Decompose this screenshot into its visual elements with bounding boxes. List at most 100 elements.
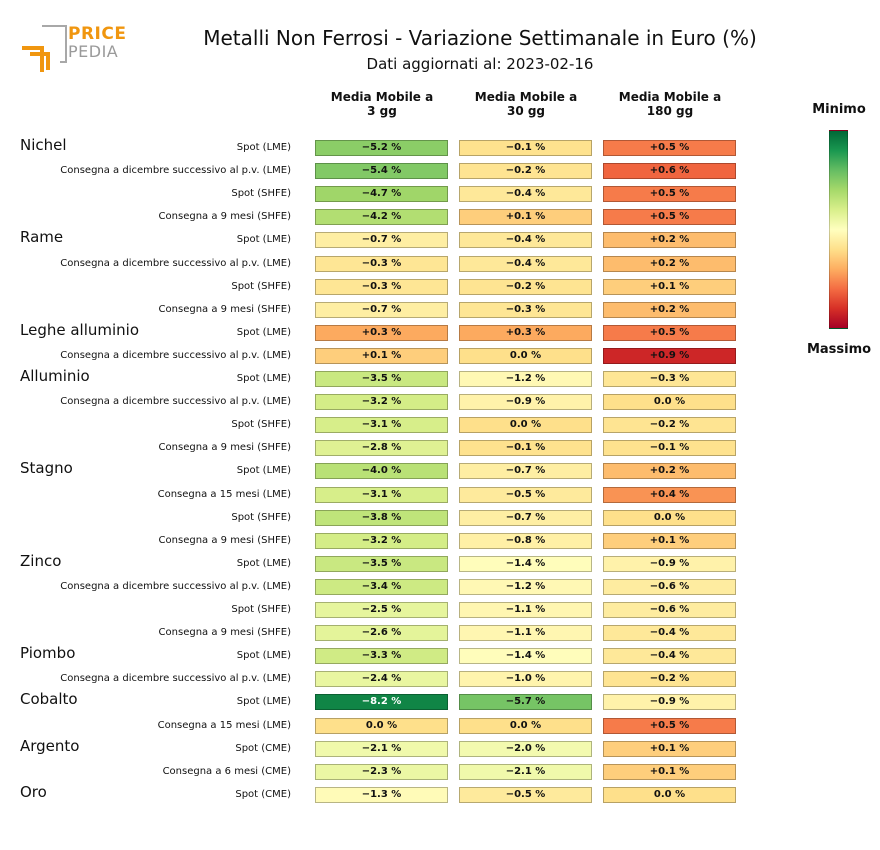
heatmap-cell: −1.1 % xyxy=(459,602,592,618)
heatmap-cell: −2.0 % xyxy=(459,740,592,757)
row-label: Spot (LME) xyxy=(236,696,291,708)
heatmap-cell: −0.1 % xyxy=(459,140,592,156)
heatmap-cell: −2.1 % xyxy=(315,740,448,757)
heatmap-cell: 0.0 % xyxy=(459,717,592,734)
heatmap-cell: −3.2 % xyxy=(315,394,448,411)
row-label: Spot (LME) xyxy=(236,142,291,153)
heatmap-cell: −0.7 % xyxy=(315,301,448,318)
heatmap-cell: −0.7 % xyxy=(459,463,592,480)
heatmap-cell: −0.3 % xyxy=(315,255,448,272)
row-label: Spot (SHFE) xyxy=(231,188,291,200)
heatmap-cell: −4.0 % xyxy=(315,463,448,480)
row-label: Consegna a 15 mesi (LME) xyxy=(157,488,291,500)
row-label: Spot (SHFE) xyxy=(231,604,291,615)
heatmap-cell: −0.6 % xyxy=(603,578,736,595)
heatmap-cell: +0.2 % xyxy=(603,463,736,480)
heatmap-cell: +0.5 % xyxy=(603,209,736,226)
heatmap-cell: +0.1 % xyxy=(603,763,736,780)
heatmap-cell: −5.4 % xyxy=(315,163,448,180)
heatmap-cell: +0.1 % xyxy=(603,740,736,757)
heatmap-cell: −0.2 % xyxy=(603,671,736,688)
pricepedia-logo: PRICE PEDIA xyxy=(20,24,130,74)
row-label: Spot (LME) xyxy=(236,557,291,569)
row-label: Spot (CME) xyxy=(235,788,291,800)
heatmap-cell: −1.1 % xyxy=(459,625,592,642)
heatmap-cell: +0.5 % xyxy=(603,324,736,341)
heatmap-cell: −1.2 % xyxy=(459,371,592,387)
heatmap-cell: 0.0 % xyxy=(603,786,736,803)
color-scale-bar xyxy=(829,130,848,329)
column-header: Media Mobile a 180 gg xyxy=(618,90,722,118)
heatmap-cell: +0.6 % xyxy=(603,163,736,180)
chart-title: Metalli Non Ferrosi - Variazione Settima… xyxy=(203,26,757,50)
heatmap-cell: 0.0 % xyxy=(459,347,592,364)
heatmap-cell: −0.3 % xyxy=(603,371,736,387)
heatmap-cell: −0.5 % xyxy=(459,486,592,503)
row-label: Consegna a 9 mesi (SHFE) xyxy=(158,442,291,454)
heatmap-cell: 0.0 % xyxy=(603,509,736,526)
heatmap-cell: +0.4 % xyxy=(603,486,736,503)
heatmap-cell: −5.7 % xyxy=(459,694,592,711)
legend-min-label: Minimo xyxy=(812,102,866,117)
heatmap-cell: −0.9 % xyxy=(459,394,592,411)
group-label: Piombo xyxy=(20,644,76,663)
row-label: Spot (LME) xyxy=(236,465,291,477)
heatmap-cell: −2.1 % xyxy=(459,763,592,780)
row-label: Consegna a dicembre successivo al p.v. (… xyxy=(60,396,291,408)
heatmap-cell: −8.2 % xyxy=(315,694,448,711)
heatmap-cell: −0.1 % xyxy=(459,440,592,457)
heatmap-cell: −0.5 % xyxy=(459,786,592,803)
group-label: Cobalto xyxy=(20,690,78,709)
row-label: Spot (SHFE) xyxy=(231,419,291,431)
heatmap-cell: +0.9 % xyxy=(603,347,736,364)
heatmap-cell: −2.4 % xyxy=(315,671,448,688)
row-label: Spot (LME) xyxy=(236,373,291,384)
heatmap-cell: −0.4 % xyxy=(459,186,592,203)
group-label: Leghe alluminio xyxy=(20,320,140,339)
group-label: Zinco xyxy=(20,551,62,570)
heatmap-cell: −3.5 % xyxy=(315,555,448,572)
group-label: Rame xyxy=(20,228,64,247)
heatmap-cell: 0.0 % xyxy=(459,417,592,434)
row-label: Spot (SHFE) xyxy=(231,511,291,523)
group-label: Nichel xyxy=(20,136,67,154)
heatmap-cell: −3.8 % xyxy=(315,509,448,526)
heatmap-cell: −2.8 % xyxy=(315,440,448,457)
heatmap-cell: −3.3 % xyxy=(315,648,448,665)
row-label: Spot (LME) xyxy=(236,326,291,338)
heatmap-cell: −2.3 % xyxy=(315,763,448,780)
heatmap-cell: −0.4 % xyxy=(459,232,592,249)
row-label: Consegna a dicembre successivo al p.v. (… xyxy=(60,165,291,177)
group-label: Stagno xyxy=(20,459,73,478)
heatmap-cell: −0.6 % xyxy=(603,602,736,618)
heatmap-cell: −0.9 % xyxy=(603,555,736,572)
heatmap-cell: +0.5 % xyxy=(603,140,736,156)
heatmap-cell: −4.7 % xyxy=(315,186,448,203)
heatmap-cell: −0.3 % xyxy=(459,301,592,318)
group-label: Alluminio xyxy=(20,367,90,385)
group-label: Oro xyxy=(20,782,47,801)
heatmap-cell: +0.1 % xyxy=(603,532,736,549)
heatmap-cell: −0.2 % xyxy=(603,417,736,434)
group-label: Argento xyxy=(20,736,80,755)
logo-word-pedia: PEDIA xyxy=(68,42,119,61)
row-label: Consegna a dicembre successivo al p.v. (… xyxy=(60,580,291,592)
heatmap-cell: +0.5 % xyxy=(603,717,736,734)
heatmap-cell: +0.2 % xyxy=(603,232,736,249)
row-label: Spot (LME) xyxy=(236,650,291,662)
logo-mark-icon xyxy=(22,25,67,72)
heatmap-cell: −3.2 % xyxy=(315,532,448,549)
heatmap-cell: −5.2 % xyxy=(315,140,448,156)
heatmap-cell: −0.4 % xyxy=(603,648,736,665)
row-label: Spot (LME) xyxy=(236,234,291,246)
row-label: Consegna a dicembre successivo al p.v. (… xyxy=(60,349,291,361)
heatmap-cell: −0.1 % xyxy=(603,440,736,457)
heatmap-cell: −3.1 % xyxy=(315,417,448,434)
row-label: Consegna a 6 mesi (CME) xyxy=(162,765,291,777)
row-label: Spot (CME) xyxy=(235,742,291,754)
row-label: Consegna a 9 mesi (SHFE) xyxy=(158,211,291,223)
heatmap-cell: −4.2 % xyxy=(315,209,448,226)
heatmap-cell: +0.2 % xyxy=(603,255,736,272)
row-label: Consegna a dicembre successivo al p.v. (… xyxy=(60,673,291,685)
